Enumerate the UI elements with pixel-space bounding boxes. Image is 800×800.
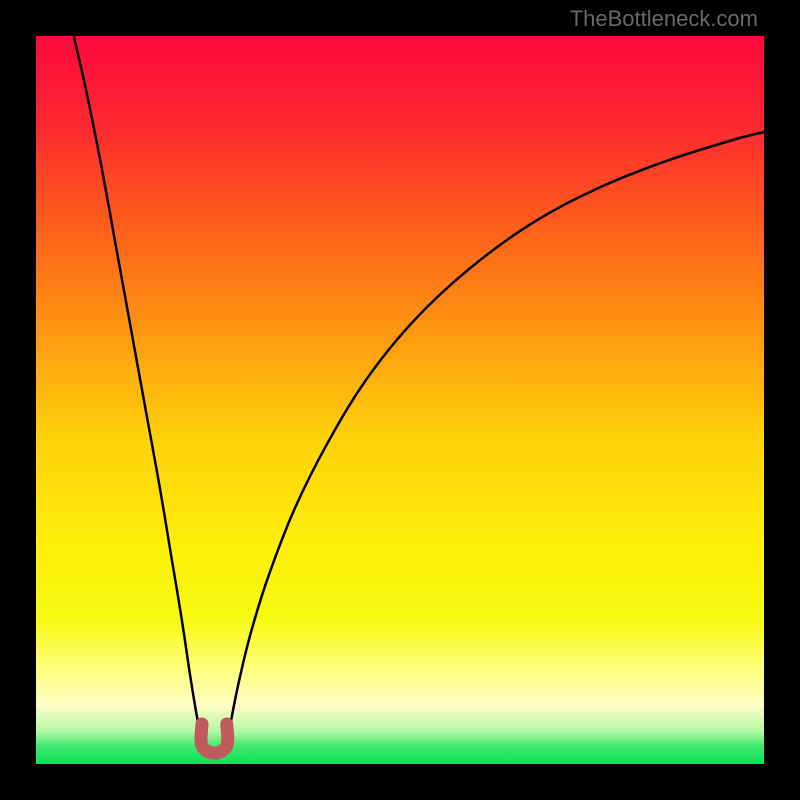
plot-container: TheBottleneck.com bbox=[0, 0, 800, 800]
bottleneck-curve-chart bbox=[0, 0, 800, 800]
watermark-text: TheBottleneck.com bbox=[570, 6, 758, 32]
plot-background bbox=[36, 36, 764, 764]
